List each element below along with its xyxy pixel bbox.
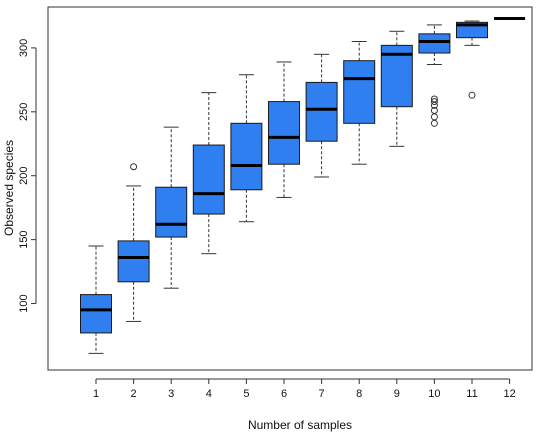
box-iqr [117, 240, 150, 283]
box-iqr [268, 101, 300, 165]
outlier-point [430, 119, 438, 127]
x-tick-label: 12 [503, 388, 515, 400]
box-group-11 [456, 20, 488, 99]
x-tick-label: 2 [131, 388, 137, 400]
box-iqr [343, 60, 376, 124]
y-tick-label: 150 [18, 230, 30, 248]
x-tick-label: 10 [428, 388, 440, 400]
box-group-2 [117, 163, 150, 322]
x-tick-label: 7 [319, 388, 325, 400]
outlier-point [430, 95, 438, 103]
x-tick-label: 11 [466, 388, 477, 400]
box-iqr [418, 33, 451, 54]
plot-frame [47, 6, 533, 371]
box-group-5 [230, 74, 263, 223]
x-tick-label: 9 [394, 388, 400, 400]
box-group-3 [155, 126, 188, 289]
box-group-10 [418, 24, 451, 127]
x-axis: 1 2 3 4 5 6 7 8 9 10 11 12 [93, 378, 516, 400]
x-tick-label: 5 [243, 388, 249, 400]
box-group-7 [305, 53, 338, 178]
box-iqr [192, 144, 225, 215]
x-tick-label: 6 [281, 388, 287, 400]
y-tick-label: 300 [18, 39, 30, 57]
y-axis-title: Observed species [2, 140, 16, 236]
box-group-8 [343, 41, 376, 165]
outlier-point [430, 113, 438, 121]
outlier-point [430, 107, 438, 115]
boxes-layer [80, 17, 526, 354]
x-tick-label: 8 [356, 388, 362, 400]
x-tick-label: 1 [93, 388, 99, 400]
box-group-9 [380, 30, 413, 147]
box-iqr [80, 294, 112, 334]
x-tick-label: 4 [206, 388, 212, 400]
outlier-point [430, 98, 438, 106]
y-tick-label: 100 [18, 294, 30, 312]
x-axis-title: Number of samples [248, 418, 352, 432]
box-group-4 [192, 92, 225, 255]
x-tick-label: 3 [168, 388, 174, 400]
box-group-6 [268, 61, 300, 198]
outlier-point [130, 163, 138, 171]
y-tick-label: 200 [18, 167, 30, 185]
y-axis: 100 150 200 250 300 [18, 39, 37, 313]
outlier-point [468, 91, 476, 99]
y-tick-label: 250 [18, 103, 30, 121]
box-iqr [305, 81, 338, 142]
box-iqr [230, 122, 263, 191]
box-group-1 [80, 245, 112, 354]
box-iqr [155, 186, 188, 238]
